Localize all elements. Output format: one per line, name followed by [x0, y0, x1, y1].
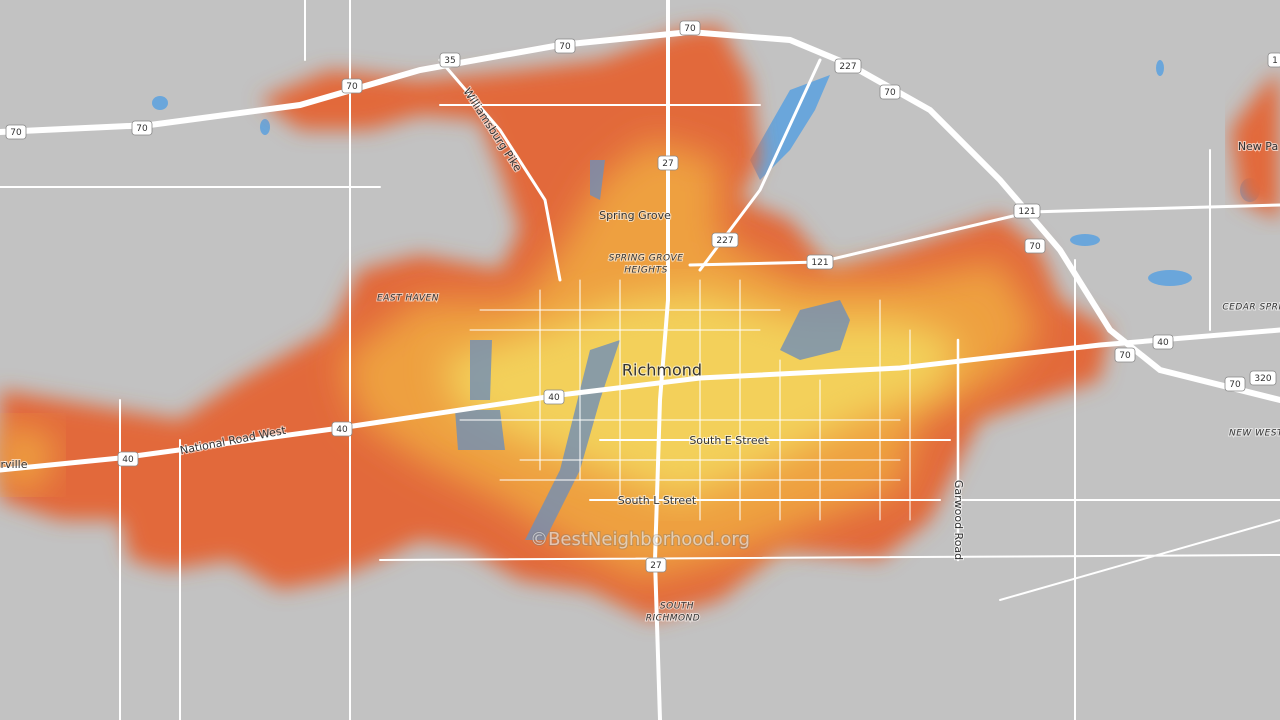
city-label: Richmond — [622, 361, 702, 380]
shield — [679, 20, 701, 36]
shield — [1013, 203, 1041, 219]
shield-label: 227 — [716, 236, 733, 246]
shield — [1024, 238, 1046, 254]
place-label: New Pa — [1238, 140, 1278, 153]
shield — [439, 52, 461, 68]
shield-label: 40 — [1157, 338, 1169, 348]
place-label: NEW WEST — [1229, 429, 1280, 439]
shield — [1114, 347, 1136, 363]
shield — [131, 120, 153, 136]
shield — [645, 557, 667, 573]
shield — [806, 254, 834, 270]
place-label: HEIGHTS — [624, 266, 668, 276]
place-label: SPRING GROVE — [609, 254, 684, 264]
street-label: South E Street — [689, 434, 769, 447]
shield — [711, 232, 739, 248]
shield-label: 121 — [1018, 207, 1035, 217]
labels: Spring Grove SPRING GROVE HEIGHTS EAST H… — [0, 85, 1280, 625]
shield-label: 227 — [839, 62, 856, 72]
shield — [834, 58, 862, 74]
place-label: CEDAR SPRI — [1222, 303, 1280, 313]
shield — [1249, 370, 1277, 386]
shield — [341, 78, 363, 94]
shield — [1267, 52, 1280, 68]
shield — [554, 38, 576, 54]
shield — [1152, 334, 1174, 350]
shield-label: 70 — [884, 88, 896, 98]
watermark: ©BestNeighborhood.org — [530, 529, 750, 550]
shield — [543, 389, 565, 405]
shield-label: 1 — [1272, 56, 1278, 66]
shield — [879, 84, 901, 100]
shield-label: 70 — [346, 82, 358, 92]
place-label: EAST HAVEN — [377, 294, 439, 304]
shield-label: 320 — [1254, 374, 1271, 384]
shield-label: 70 — [1029, 242, 1041, 252]
shield-label: 27 — [662, 159, 673, 169]
route-shields: 70 70 70 70 70 70 70 70 70 35 227 227 27 27 121 121 40 40… — [5, 20, 1280, 573]
shield-label: 40 — [548, 393, 560, 403]
shield-label: 70 — [1229, 380, 1241, 390]
shield — [331, 421, 353, 437]
place-label: RICHMOND — [646, 614, 700, 624]
place-label: rville — [1, 458, 28, 471]
shield-label: 35 — [444, 56, 455, 66]
shield — [5, 124, 27, 140]
shield-label: 40 — [336, 425, 348, 435]
shield-label: 70 — [1119, 351, 1131, 361]
place-label: SOUTH — [660, 602, 694, 612]
shield-label: 70 — [10, 128, 22, 138]
shield-label: 121 — [811, 258, 828, 268]
street-label: Garwood Road — [952, 480, 965, 560]
shield — [657, 155, 679, 171]
shield-label: 70 — [136, 124, 148, 134]
shield — [117, 451, 139, 467]
shield-label: 70 — [684, 24, 696, 34]
shield-label: 40 — [122, 455, 134, 465]
shield-label: 27 — [650, 561, 661, 571]
shield-label: 70 — [559, 42, 571, 52]
street-label: South L Street — [618, 494, 697, 507]
place-label: Spring Grove — [599, 209, 671, 222]
shield — [1224, 376, 1246, 392]
